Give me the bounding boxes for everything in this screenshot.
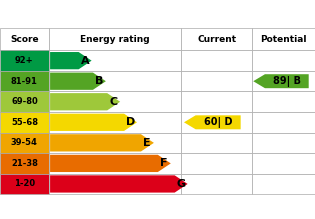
Bar xyxy=(252,132,315,153)
Text: 1-20: 1-20 xyxy=(14,179,35,189)
Bar xyxy=(181,71,252,92)
Text: Potential: Potential xyxy=(260,35,307,44)
Bar xyxy=(252,174,315,194)
Bar xyxy=(252,28,315,50)
Bar xyxy=(181,174,252,194)
Text: A: A xyxy=(81,56,89,66)
Bar xyxy=(0,174,49,194)
Text: E: E xyxy=(143,138,151,148)
Polygon shape xyxy=(50,134,154,152)
Bar xyxy=(49,71,181,92)
Bar xyxy=(0,71,49,92)
Text: Score: Score xyxy=(10,35,39,44)
Bar xyxy=(252,112,315,132)
Polygon shape xyxy=(50,52,92,69)
Bar xyxy=(252,50,315,71)
Bar xyxy=(252,92,315,112)
Text: 39-54: 39-54 xyxy=(11,138,38,147)
Polygon shape xyxy=(50,155,171,172)
Text: Current: Current xyxy=(197,35,236,44)
Polygon shape xyxy=(50,72,106,90)
Bar xyxy=(181,92,252,112)
Text: 69-80: 69-80 xyxy=(11,97,38,106)
Bar xyxy=(49,112,181,132)
Bar xyxy=(49,153,181,174)
Text: D: D xyxy=(126,117,135,127)
Bar xyxy=(0,153,49,174)
Bar xyxy=(181,112,252,132)
Bar xyxy=(252,153,315,174)
Bar xyxy=(181,153,252,174)
Bar xyxy=(181,50,252,71)
Text: 55-68: 55-68 xyxy=(11,118,38,127)
Polygon shape xyxy=(253,74,309,88)
Text: Energy Efficiency Rating: Energy Efficiency Rating xyxy=(9,7,212,22)
Text: 92+: 92+ xyxy=(15,56,34,65)
Bar xyxy=(49,92,181,112)
Bar xyxy=(49,174,181,194)
Bar xyxy=(0,132,49,153)
Bar xyxy=(0,28,49,50)
Text: Energy rating: Energy rating xyxy=(80,35,150,44)
Bar xyxy=(181,132,252,153)
Text: C: C xyxy=(109,97,117,107)
Bar xyxy=(0,112,49,132)
Text: 89| B: 89| B xyxy=(273,76,301,87)
Bar xyxy=(0,92,49,112)
Bar xyxy=(49,50,181,71)
Polygon shape xyxy=(184,115,241,129)
Bar xyxy=(49,132,181,153)
Bar xyxy=(252,71,315,92)
Bar xyxy=(181,28,252,50)
Bar xyxy=(0,50,49,71)
Polygon shape xyxy=(50,93,120,110)
Text: F: F xyxy=(160,158,167,168)
Bar xyxy=(49,28,181,50)
Polygon shape xyxy=(50,175,188,193)
Text: B: B xyxy=(95,76,103,86)
Text: 60| D: 60| D xyxy=(204,117,232,128)
Text: 81-91: 81-91 xyxy=(11,77,38,86)
Text: G: G xyxy=(177,179,186,189)
Text: 21-38: 21-38 xyxy=(11,159,38,168)
Polygon shape xyxy=(50,114,137,131)
